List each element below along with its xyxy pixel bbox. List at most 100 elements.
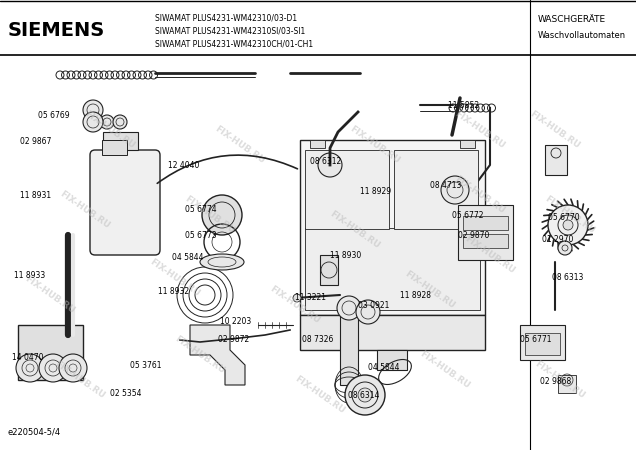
Text: FIX-HUB.RU: FIX-HUB.RU <box>83 109 137 151</box>
Text: SIEMENS: SIEMENS <box>8 21 105 40</box>
Bar <box>463 234 508 248</box>
Circle shape <box>563 220 573 230</box>
Text: 04 5844: 04 5844 <box>172 253 204 262</box>
Text: e220504-5/4: e220504-5/4 <box>8 428 61 436</box>
Text: 05 6771: 05 6771 <box>520 336 551 345</box>
Circle shape <box>59 354 87 382</box>
Bar <box>394 150 478 229</box>
Text: FIX-HUB.RU: FIX-HUB.RU <box>293 374 347 416</box>
Text: FIX-HUB.RU: FIX-HUB.RU <box>268 284 322 326</box>
Bar <box>558 375 576 393</box>
Text: FIX-HUB.RU: FIX-HUB.RU <box>403 270 457 310</box>
Bar <box>545 145 567 175</box>
Text: FIX-HUB.RU: FIX-HUB.RU <box>59 189 112 230</box>
Text: 08 6313: 08 6313 <box>552 274 583 283</box>
Circle shape <box>202 195 242 235</box>
Text: FIX-HUB.RU: FIX-HUB.RU <box>148 257 202 299</box>
Bar <box>300 315 485 350</box>
Circle shape <box>337 296 361 320</box>
Text: 10 2203: 10 2203 <box>220 318 251 327</box>
Text: FIX-HUB.RU: FIX-HUB.RU <box>463 234 516 275</box>
Text: 11 8931: 11 8931 <box>20 190 51 199</box>
Text: SIWAMAT PLUS4231-WM42310SI/03-SI1: SIWAMAT PLUS4231-WM42310SI/03-SI1 <box>155 27 305 36</box>
Text: FIX-HUB.RU: FIX-HUB.RU <box>529 109 582 151</box>
Circle shape <box>16 354 44 382</box>
Text: 11 3221: 11 3221 <box>295 293 326 302</box>
Text: 11 8932: 11 8932 <box>158 288 189 297</box>
Text: 03 0921: 03 0921 <box>358 301 389 310</box>
Bar <box>377 350 407 370</box>
Circle shape <box>318 153 342 177</box>
Circle shape <box>39 354 67 382</box>
Text: 14 0470: 14 0470 <box>12 354 43 363</box>
Ellipse shape <box>200 254 244 270</box>
Text: 05 3761: 05 3761 <box>130 360 162 369</box>
Circle shape <box>356 300 380 324</box>
Text: 05 6774: 05 6774 <box>185 206 217 215</box>
Bar <box>340 305 358 385</box>
Text: 08 7326: 08 7326 <box>302 336 333 345</box>
Text: 02 5354: 02 5354 <box>110 388 141 397</box>
Text: 05 6773: 05 6773 <box>185 230 217 239</box>
Text: 01 2970: 01 2970 <box>542 235 574 244</box>
Bar <box>520 325 565 360</box>
Polygon shape <box>190 325 245 385</box>
Text: 02 9870: 02 9870 <box>458 230 489 239</box>
Bar <box>305 150 389 229</box>
Text: FIX-HUB.RU: FIX-HUB.RU <box>418 349 472 391</box>
Text: FIX-HUB.RU: FIX-HUB.RU <box>533 360 587 400</box>
Circle shape <box>83 100 103 120</box>
Bar <box>102 140 127 155</box>
Circle shape <box>358 388 372 402</box>
Bar <box>458 205 513 260</box>
Bar <box>103 132 138 150</box>
Text: 11 8929: 11 8929 <box>360 188 391 197</box>
Text: 02 9867: 02 9867 <box>20 138 52 147</box>
Text: FIX-HUB.RU: FIX-HUB.RU <box>349 124 402 166</box>
Circle shape <box>441 176 469 204</box>
Text: 08 6312: 08 6312 <box>310 158 342 166</box>
Text: FIX-HUB.RU: FIX-HUB.RU <box>453 109 507 151</box>
Circle shape <box>345 375 385 415</box>
Text: 08 4713: 08 4713 <box>430 180 461 189</box>
Bar <box>305 228 480 310</box>
Text: 05 6770: 05 6770 <box>548 213 579 222</box>
Text: 02 9868: 02 9868 <box>540 378 571 387</box>
Text: 11 8930: 11 8930 <box>330 251 361 260</box>
Text: FIX-HUB.RU: FIX-HUB.RU <box>453 175 507 216</box>
Text: 04 5844: 04 5844 <box>368 364 399 373</box>
Bar <box>18 325 83 380</box>
Circle shape <box>100 115 114 129</box>
Bar <box>525 333 560 355</box>
Text: 02 9872: 02 9872 <box>218 336 249 345</box>
Text: FIX-HUB.RU: FIX-HUB.RU <box>543 194 597 236</box>
Text: 05 6772: 05 6772 <box>452 211 483 220</box>
Circle shape <box>558 241 572 255</box>
Text: FIX-HUB.RU: FIX-HUB.RU <box>24 274 77 315</box>
Text: WASCHGERÄTE: WASCHGERÄTE <box>538 15 606 24</box>
Circle shape <box>548 205 588 245</box>
Circle shape <box>293 294 301 302</box>
Text: FIX-HUB.RU: FIX-HUB.RU <box>53 360 107 400</box>
Bar <box>463 216 508 230</box>
Text: SIWAMAT PLUS4231-WM42310/03-D1: SIWAMAT PLUS4231-WM42310/03-D1 <box>155 14 297 22</box>
FancyBboxPatch shape <box>90 150 160 255</box>
Bar <box>300 140 485 315</box>
Circle shape <box>83 112 103 132</box>
Circle shape <box>113 115 127 129</box>
Text: FIX-HUB.RU: FIX-HUB.RU <box>183 194 237 236</box>
Text: SIWAMAT PLUS4231-WM42310CH/01-CH1: SIWAMAT PLUS4231-WM42310CH/01-CH1 <box>155 40 313 49</box>
Text: 11 8933: 11 8933 <box>14 270 45 279</box>
Text: FIX-HUB.RU: FIX-HUB.RU <box>173 334 227 376</box>
Bar <box>320 255 338 285</box>
Text: 08 6314: 08 6314 <box>348 391 380 400</box>
Text: FIX-HUB.RU: FIX-HUB.RU <box>328 209 382 251</box>
Text: 11 5852: 11 5852 <box>448 100 479 109</box>
Text: 12 4040: 12 4040 <box>168 161 199 170</box>
Bar <box>460 140 475 148</box>
Text: 05 6769: 05 6769 <box>38 111 69 120</box>
Bar <box>310 140 325 148</box>
Text: FIX-HUB.RU: FIX-HUB.RU <box>213 124 266 166</box>
Text: Waschvollautomaten: Waschvollautomaten <box>538 31 626 40</box>
Text: 11 8928: 11 8928 <box>400 291 431 300</box>
